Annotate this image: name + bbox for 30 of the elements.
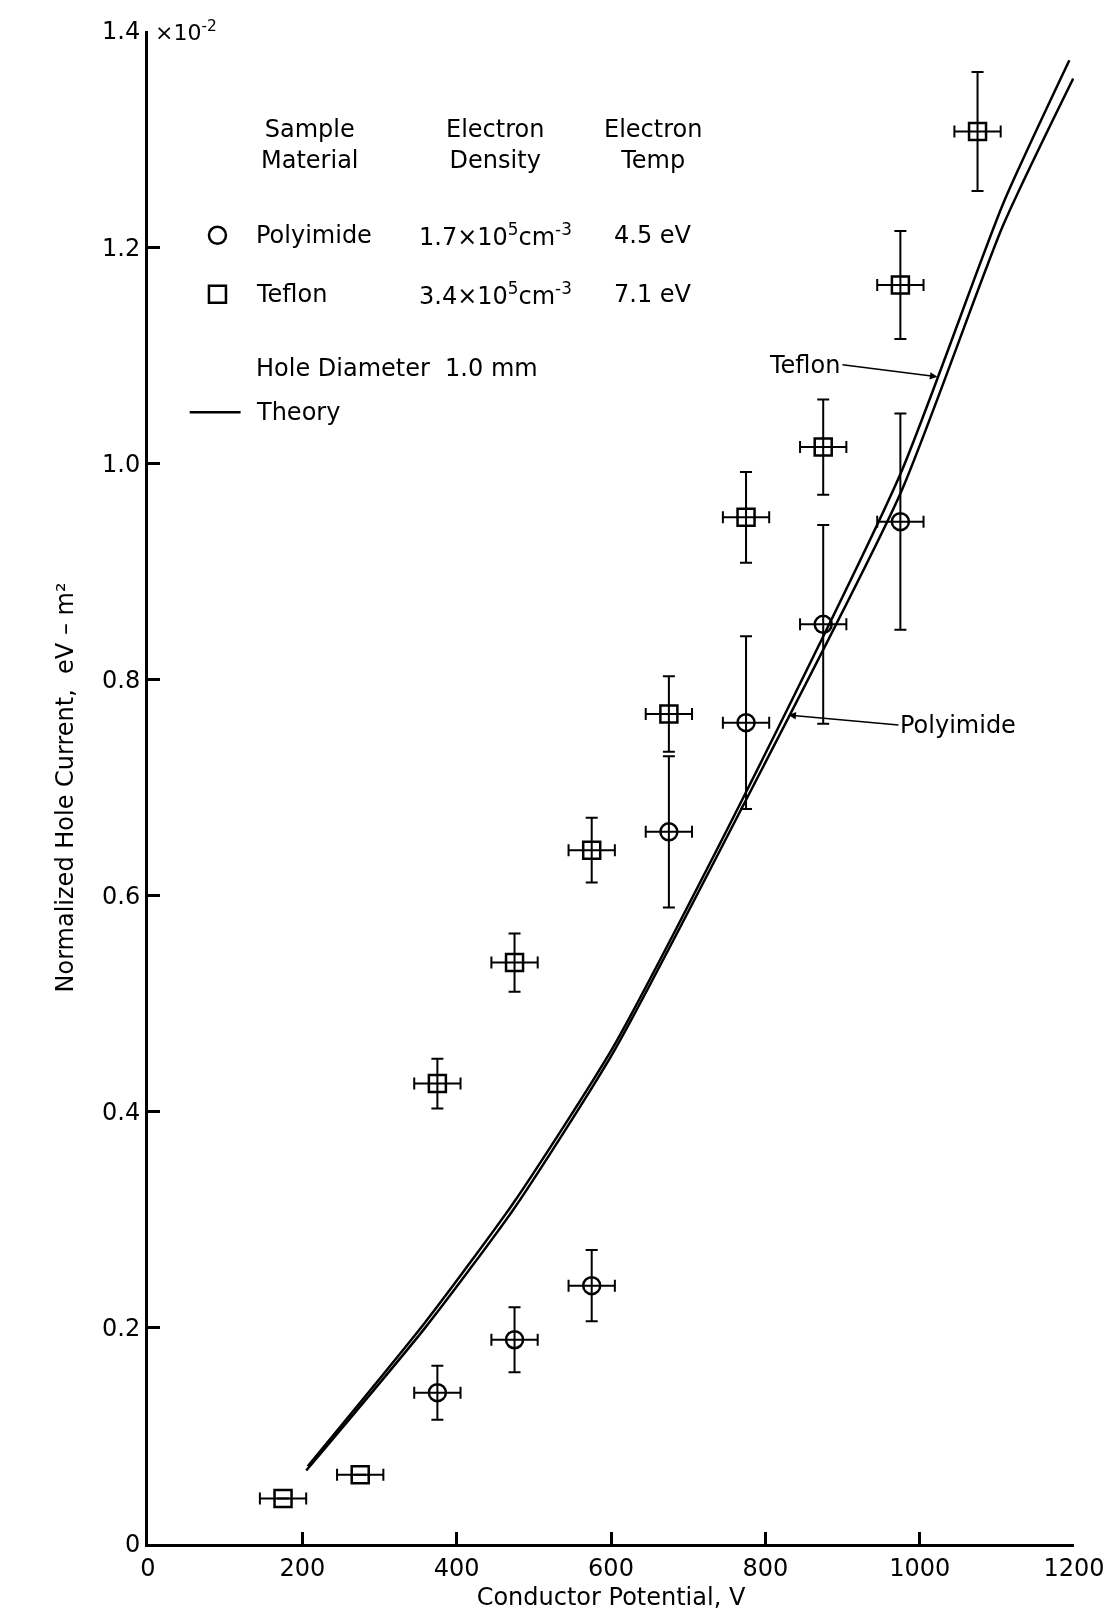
annotation: Electron Temp: [604, 115, 703, 175]
annotation: Sample Material: [261, 115, 359, 175]
y-tick-label: 1.2: [102, 233, 141, 262]
annotation: Polyimide: [900, 711, 1016, 739]
annotation: 1.7×10$^{5}$cm$^{-3}$: [419, 219, 572, 252]
legend-label: Polyimide: [256, 221, 372, 249]
annotation: Hole Diameter 1.0 mm: [256, 354, 538, 382]
y-tick-label: 1.4: [102, 17, 141, 46]
annotation: 4.5 eV: [614, 221, 692, 249]
x-tick-label: 600: [588, 1553, 634, 1582]
y-axis-title: Normalized Hole Current, eV – m²: [51, 582, 80, 993]
x-axis-title: Conductor Potential, V: [476, 1583, 746, 1612]
y-tick-label: 0.2: [102, 1314, 141, 1343]
legend-label: Teflon: [256, 280, 328, 308]
annotation: Electron Density: [446, 115, 545, 175]
y-tick-label: 1.0: [102, 449, 141, 478]
x-tick-label: 1000: [889, 1553, 951, 1582]
x-tick-label: 1200: [1043, 1553, 1105, 1582]
annotation: ×10$^{-2}$: [155, 17, 217, 46]
y-tick-label: 0.8: [102, 665, 141, 694]
x-tick-label: 400: [433, 1553, 480, 1582]
x-tick-label: 800: [742, 1553, 789, 1582]
annotation: Teflon: [769, 351, 841, 379]
annotation: 7.1 eV: [614, 280, 692, 308]
annotation: Theory: [256, 398, 341, 426]
y-tick-label: 0: [124, 1530, 141, 1559]
annotation: 3.4×10$^{5}$cm$^{-3}$: [419, 278, 572, 311]
y-tick-label: 0.4: [102, 1098, 141, 1127]
x-tick-label: 200: [279, 1553, 326, 1582]
y-tick-label: 0.6: [102, 881, 141, 910]
